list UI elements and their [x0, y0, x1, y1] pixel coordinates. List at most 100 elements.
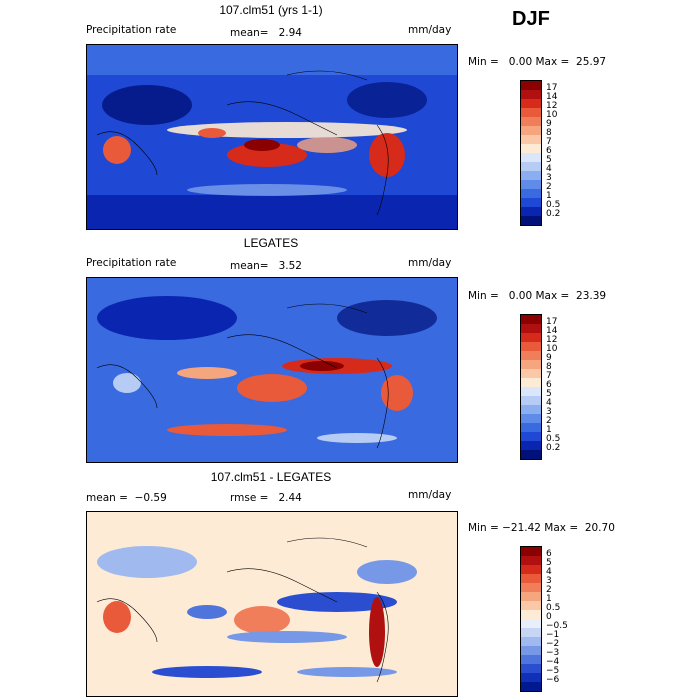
colorbar-swatch — [521, 126, 541, 135]
colorbar-tick-label: 1 — [546, 594, 552, 604]
colorbar-swatch — [521, 610, 541, 619]
panel-3-colorbar-ticks: 6 5 4 3 2 1 0.5 0 −0.5 −1 −2 −3 −4 −5 −6 — [546, 546, 586, 690]
panel-3-map-field — [87, 512, 457, 696]
season-label: DJF — [512, 8, 550, 30]
colorbar-swatch — [521, 360, 541, 369]
colorbar-swatch — [521, 135, 541, 144]
colorbar-tick-label: −2 — [546, 639, 560, 649]
panel-2-units: mm/day — [408, 257, 452, 269]
colorbar-tick-label: 2 — [546, 416, 552, 426]
colorbar-swatch — [521, 153, 541, 162]
colorbar-tick-label: 1 — [546, 191, 552, 201]
colorbar-tick-label: 6 — [546, 380, 552, 390]
colorbar-tick-label: 10 — [546, 110, 558, 120]
colorbar-swatch — [521, 673, 541, 682]
colorbar-swatch — [521, 180, 541, 189]
colorbar-swatch — [521, 342, 541, 351]
colorbar-swatch — [521, 378, 541, 387]
panel-1-minmax: Min = 0.00 Max = 25.97 — [468, 56, 607, 68]
colorbar-tick-label: −6 — [546, 675, 560, 685]
colorbar-swatch — [521, 90, 541, 99]
colorbar-swatch — [521, 324, 541, 333]
colorbar-tick-label: 3 — [546, 576, 552, 586]
colorbar-swatch — [521, 423, 541, 432]
colorbar-tick-label: 0.5 — [546, 434, 561, 444]
colorbar-swatch — [521, 432, 541, 441]
colorbar-swatch — [521, 574, 541, 583]
colorbar-tick-label: 14 — [546, 92, 558, 102]
panel-3-colorbar — [520, 546, 542, 692]
colorbar-tick-label: 6 — [546, 549, 552, 559]
colorbar-swatch — [521, 216, 541, 225]
colorbar-tick-label: 9 — [546, 119, 552, 129]
colorbar-tick-label: −1 — [546, 630, 560, 640]
colorbar-tick-label: −5 — [546, 666, 560, 676]
panel-2-mean: mean= 3.52 — [230, 260, 302, 272]
colorbar-swatch — [521, 592, 541, 601]
panel-3-map — [86, 511, 458, 697]
panel-3-rmse: rmse = 2.44 — [230, 492, 302, 504]
colorbar-tick-label: −0.5 — [546, 621, 568, 631]
colorbar-swatch — [521, 108, 541, 117]
colorbar-tick-label: 0.2 — [546, 443, 561, 453]
panel-1-title: 107.clm51 (yrs 1-1) — [219, 3, 323, 17]
panel-1-colorbar — [520, 80, 542, 226]
panel-2-minmax: Min = 0.00 Max = 23.39 — [468, 290, 607, 302]
colorbar-swatch — [521, 99, 541, 108]
panel-2-map — [86, 277, 458, 463]
colorbar-tick-label: 3 — [546, 407, 552, 417]
colorbar-tick-label: 7 — [546, 137, 552, 147]
colorbar-swatch — [521, 637, 541, 646]
panel-3-units: mm/day — [408, 489, 452, 501]
colorbar-tick-label: 6 — [546, 146, 552, 156]
colorbar-swatch — [521, 414, 541, 423]
colorbar-swatch — [521, 351, 541, 360]
colorbar-swatch — [521, 171, 541, 180]
colorbar-tick-label: 2 — [546, 182, 552, 192]
colorbar-tick-label: 8 — [546, 128, 552, 138]
colorbar-tick-label: 8 — [546, 362, 552, 372]
colorbar-tick-label: 4 — [546, 398, 552, 408]
colorbar-tick-label: 4 — [546, 164, 552, 174]
colorbar-tick-label: 5 — [546, 558, 552, 568]
colorbar-swatch — [521, 655, 541, 664]
panel-2-title: LEGATES — [243, 236, 299, 250]
colorbar-swatch — [521, 441, 541, 450]
colorbar-swatch — [521, 315, 541, 324]
colorbar-swatch — [521, 144, 541, 153]
colorbar-swatch — [521, 682, 541, 691]
colorbar-swatch — [521, 387, 541, 396]
panel-2-variable: Precipitation rate — [86, 257, 177, 269]
colorbar-tick-label: −3 — [546, 648, 560, 658]
colorbar-swatch — [521, 619, 541, 628]
colorbar-tick-label: 5 — [546, 155, 552, 165]
colorbar-tick-label: 12 — [546, 101, 558, 111]
colorbar-tick-label: 3 — [546, 173, 552, 183]
colorbar-swatch — [521, 81, 541, 90]
colorbar-swatch — [521, 450, 541, 459]
colorbar-tick-label: −4 — [546, 657, 560, 667]
colorbar-swatch — [521, 207, 541, 216]
colorbar-swatch — [521, 117, 541, 126]
colorbar-tick-label: 17 — [546, 317, 558, 327]
panel-3-minmax: Min = −21.42 Max = 20.70 — [468, 522, 615, 534]
colorbar-tick-label: 1 — [546, 425, 552, 435]
colorbar-tick-label: 0.5 — [546, 200, 561, 210]
colorbar-tick-label: 5 — [546, 389, 552, 399]
colorbar-swatch — [521, 583, 541, 592]
colorbar-tick-label: 14 — [546, 326, 558, 336]
panel-1-variable: Precipitation rate — [86, 24, 177, 36]
colorbar-swatch — [521, 556, 541, 565]
colorbar-swatch — [521, 601, 541, 610]
colorbar-swatch — [521, 369, 541, 378]
panel-2-colorbar-ticks: 17 14 12 10 9 8 7 6 5 4 3 2 1 0.5 0.2 — [546, 314, 586, 458]
colorbar-tick-label: 0.2 — [546, 209, 561, 219]
panel-1-units: mm/day — [408, 24, 452, 36]
panel-1-map — [86, 44, 458, 230]
panel-1-colorbar-ticks: 17 14 12 10 9 8 7 6 5 4 3 2 1 0.5 0.2 — [546, 80, 586, 224]
colorbar-swatch — [521, 162, 541, 171]
panel-1-map-field — [87, 45, 457, 229]
colorbar-tick-label: 17 — [546, 83, 558, 93]
panel-2-colorbar — [520, 314, 542, 460]
panel-2-map-field — [87, 278, 457, 462]
